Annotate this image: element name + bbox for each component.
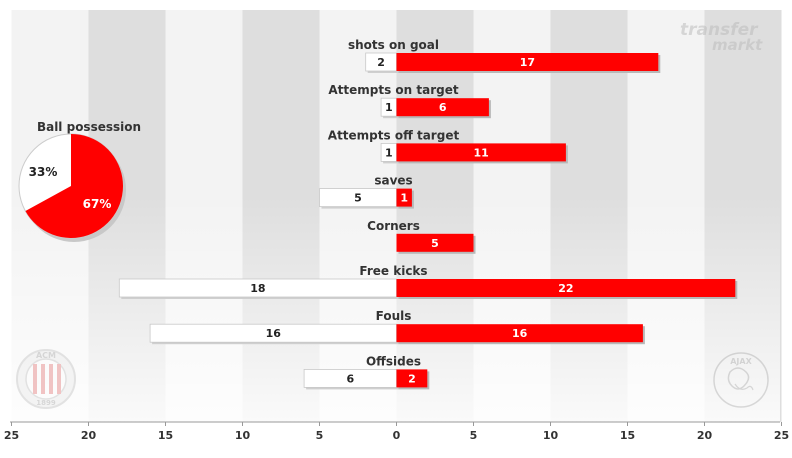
stat-label: Offsides — [366, 354, 421, 368]
bar-left-value: 5 — [354, 192, 362, 205]
pie-slice — [25, 134, 124, 238]
transfermarkt-watermark: transfer markt — [680, 20, 763, 54]
bar-left-value: 1 — [385, 146, 393, 159]
bar-right — [396, 324, 643, 343]
tick-label: 20 — [697, 429, 713, 442]
tick-label: 15 — [620, 429, 635, 442]
bar-left-value: 6 — [346, 372, 354, 385]
tick-label: 10 — [235, 429, 251, 442]
stat-row: shots on goal 2 17 — [348, 38, 661, 73]
bar-right — [396, 233, 474, 252]
stat-label: Attempts on target — [328, 83, 458, 97]
stat-label: shots on goal — [348, 38, 439, 52]
pie-slice-label: 67% — [83, 197, 112, 211]
tick-label: 25 — [4, 429, 19, 442]
bar-right-value: 6 — [439, 101, 447, 114]
bar-right-value: 11 — [474, 146, 489, 159]
watermark-line2: markt — [712, 36, 763, 54]
bar-right — [396, 188, 412, 207]
stat-row: Free kicks 18 22 — [118, 264, 738, 299]
tick-label: 25 — [774, 429, 789, 442]
bar-right-value: 1 — [400, 192, 408, 205]
bar-right-value: 17 — [520, 56, 535, 69]
stat-row: Fouls 16 16 — [149, 309, 645, 345]
stat-row: saves 5 1 — [319, 174, 414, 209]
logo-left-bottom: 1899 — [36, 399, 56, 407]
tick-label: 5 — [316, 429, 324, 442]
bar-right-value: 5 — [431, 237, 439, 250]
stat-row: Offsides 6 2 — [303, 354, 430, 390]
bar-right-value: 16 — [512, 327, 528, 340]
stat-label: Fouls — [376, 309, 412, 323]
bar-left-value: 18 — [250, 282, 265, 295]
bar-left-value: 2 — [377, 56, 385, 69]
x-axis: 25 20 15 10 5 0 5 10 15 20 25 — [4, 421, 789, 442]
bar-right-value: 22 — [558, 282, 573, 295]
bar-right — [396, 369, 428, 388]
bar-left-value: 16 — [266, 327, 282, 340]
tick-label: 15 — [158, 429, 173, 442]
bar-right — [396, 53, 659, 71]
tick-label: 0 — [393, 429, 401, 442]
stat-label: Corners — [367, 219, 420, 233]
stat-label: Free kicks — [359, 264, 427, 278]
bar-right — [396, 98, 489, 117]
bar-left-value: 1 — [385, 101, 393, 114]
stat-label: Attempts off target — [328, 128, 460, 142]
ajax-logo: AJAX — [713, 352, 769, 408]
bar-right — [396, 279, 736, 297]
stat-label: saves — [374, 174, 412, 188]
stat-row: Attempts on target 1 6 — [328, 83, 491, 119]
ac-milan-logo: ACM 1899 — [16, 349, 76, 409]
bottom-fade — [10, 10, 780, 422]
pie-slice-label: 33% — [29, 165, 58, 179]
tick-label: 10 — [543, 429, 559, 442]
watermark-line1: transfer — [680, 20, 759, 40]
logo-right-text: AJAX — [730, 357, 752, 366]
logo-left-top: ACM — [36, 351, 56, 360]
bar-right-value: 2 — [408, 372, 416, 385]
possession-pie: Ball possession 33% 67% — [18, 120, 141, 242]
tick-label: 20 — [81, 429, 97, 442]
pie-title: Ball possession — [37, 120, 141, 134]
stat-row: Corners 5 — [367, 219, 476, 254]
tick-label: 5 — [470, 429, 478, 442]
bar-right — [396, 143, 566, 162]
